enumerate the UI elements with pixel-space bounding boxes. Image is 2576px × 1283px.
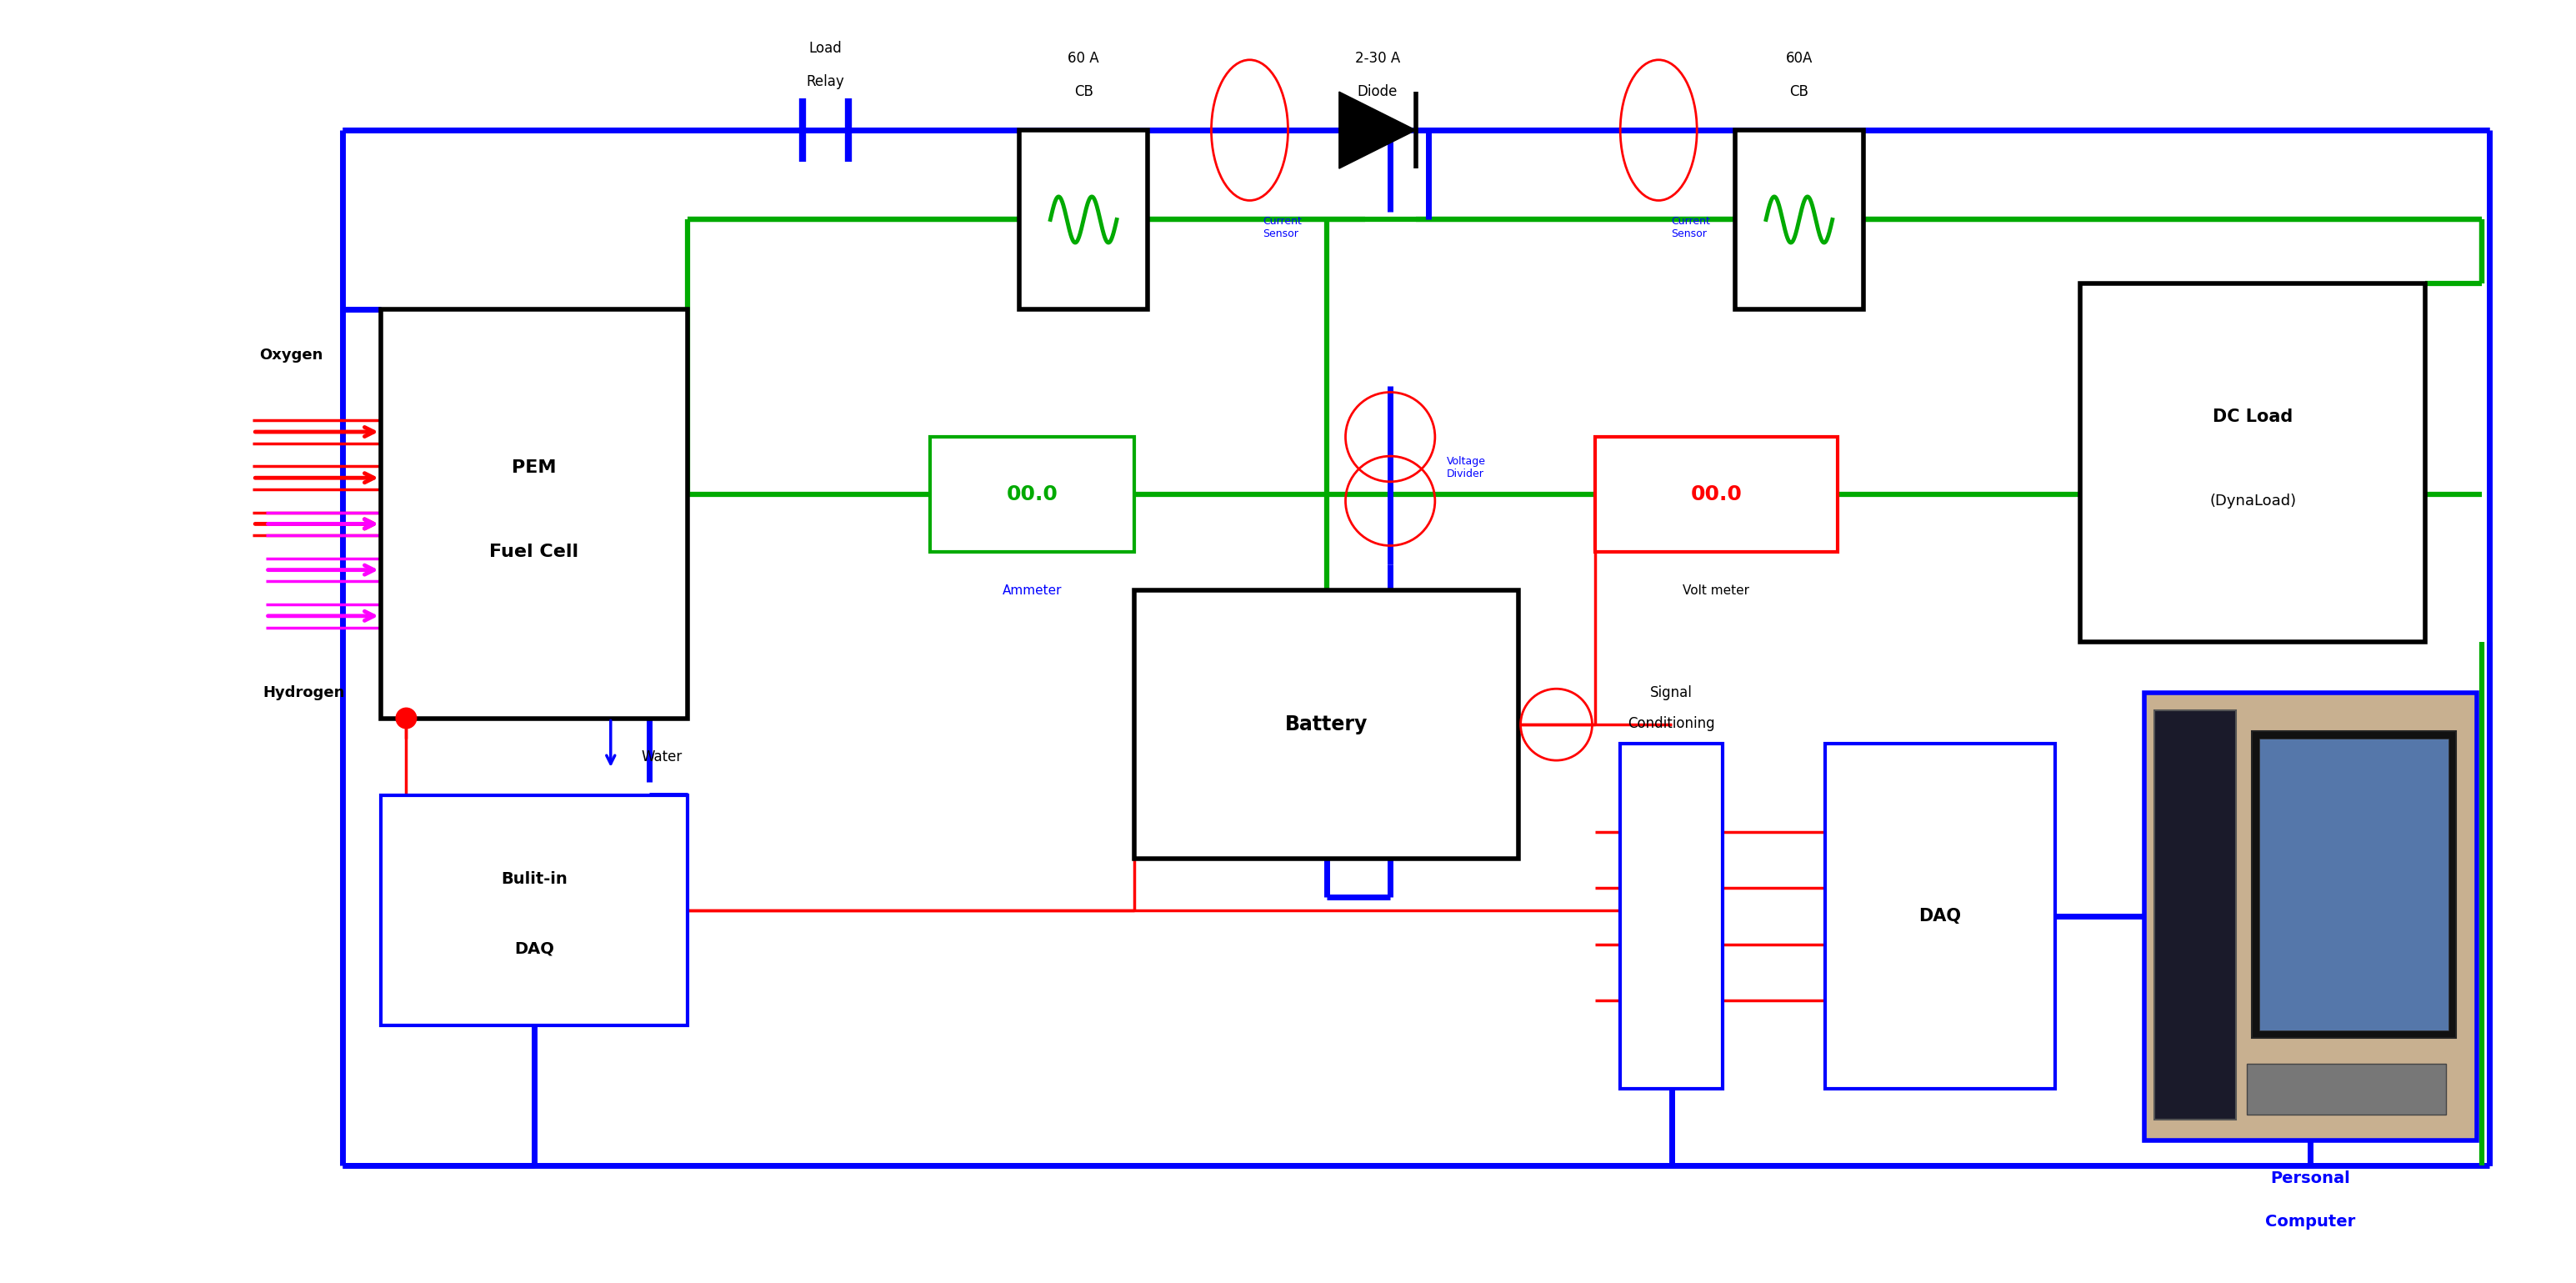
Text: DAQ: DAQ: [515, 940, 554, 956]
Text: 00.0: 00.0: [1007, 485, 1059, 504]
Text: Bulit-in: Bulit-in: [500, 871, 567, 888]
Text: 60A: 60A: [1785, 51, 1814, 65]
Text: CB: CB: [1790, 85, 1808, 99]
Bar: [1620, 744, 1723, 1089]
Text: Voltage
Divider: Voltage Divider: [1448, 455, 1486, 480]
Bar: [1133, 590, 1517, 858]
Text: PEM: PEM: [513, 459, 556, 476]
Text: Personal: Personal: [2269, 1170, 2349, 1187]
Bar: [1595, 438, 1837, 552]
Bar: [2143, 693, 2476, 1141]
Text: Relay: Relay: [806, 74, 845, 89]
Bar: [2259, 739, 2447, 1030]
Bar: [1020, 130, 1146, 309]
Text: Diode: Diode: [1358, 85, 1399, 99]
Text: Ammeter: Ammeter: [1002, 584, 1061, 597]
Text: DC Load: DC Load: [2213, 408, 2293, 425]
Text: Battery: Battery: [1285, 715, 1368, 735]
Text: Oxygen: Oxygen: [260, 348, 322, 363]
Text: Load: Load: [809, 41, 842, 56]
Polygon shape: [1340, 92, 1417, 168]
Text: Fuel Cell: Fuel Cell: [489, 544, 580, 561]
Bar: [2154, 711, 2236, 1120]
Text: Computer: Computer: [2264, 1214, 2354, 1230]
Text: Signal: Signal: [1651, 685, 1692, 701]
Text: 60 A: 60 A: [1069, 51, 1100, 65]
Text: Water: Water: [641, 749, 683, 765]
Text: Current
Sensor: Current Sensor: [1262, 216, 1301, 239]
Bar: [1824, 744, 2056, 1089]
Text: 2-30 A: 2-30 A: [1355, 51, 1401, 65]
Text: Conditioning: Conditioning: [1628, 716, 1716, 731]
Bar: [2246, 1064, 2445, 1115]
Bar: [930, 438, 1133, 552]
Text: (DynaLoad): (DynaLoad): [2210, 494, 2295, 508]
Bar: [2251, 731, 2455, 1038]
Text: CB: CB: [1074, 85, 1092, 99]
Circle shape: [397, 708, 417, 729]
Text: Volt meter: Volt meter: [1682, 584, 1749, 597]
Text: Current
Sensor: Current Sensor: [1672, 216, 1710, 239]
Bar: [381, 795, 688, 1025]
Text: 00.0: 00.0: [1690, 485, 1741, 504]
Bar: [2081, 284, 2427, 642]
Text: DAQ: DAQ: [1919, 908, 1960, 925]
Text: Hydrogen: Hydrogen: [263, 685, 345, 701]
Bar: [381, 309, 688, 718]
Bar: [1736, 130, 1862, 309]
